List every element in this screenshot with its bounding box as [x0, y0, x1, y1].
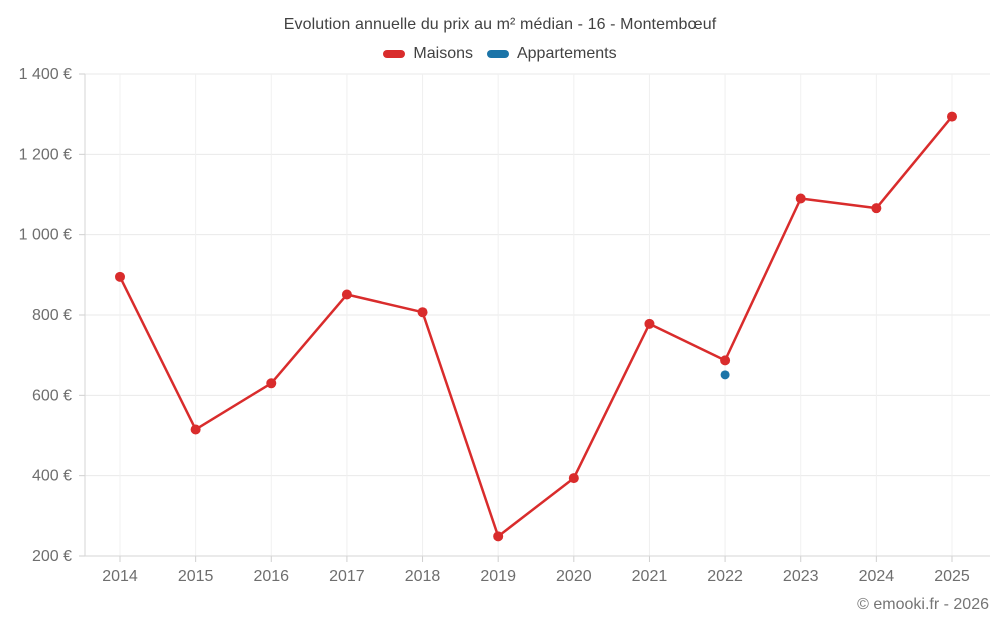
x-tick-label: 2023 — [783, 568, 819, 585]
x-tick-label: 2021 — [632, 568, 668, 585]
y-tick-label: 1 400 € — [19, 66, 72, 83]
legend-label-maisons: Maisons — [413, 45, 473, 62]
maisons-point[interactable] — [493, 531, 504, 542]
x-tick-label: 2022 — [707, 568, 743, 585]
legend-item-maisons[interactable]: Maisons — [383, 45, 473, 63]
x-tick-label: 2019 — [480, 568, 516, 585]
x-tick-label: 2018 — [405, 568, 441, 585]
footer-credit: © emooki.fr - 2026 — [857, 596, 989, 613]
x-tick-label: 2025 — [934, 568, 970, 585]
maisons-point[interactable] — [947, 111, 957, 122]
legend-item-appartements[interactable]: Appartements — [486, 45, 617, 63]
maisons-point[interactable] — [266, 378, 277, 389]
chart-title: Evolution annuelle du prix au m² médian … — [283, 16, 717, 33]
maisons-point[interactable] — [568, 473, 579, 484]
x-tick-label: 2014 — [102, 568, 138, 585]
x-tick-label: 2020 — [556, 568, 592, 585]
x-tick-label: 2024 — [859, 568, 895, 585]
maisons-point[interactable] — [871, 203, 882, 214]
x-tick-label: 2017 — [329, 568, 365, 585]
y-tick-label: 1 000 € — [19, 227, 72, 244]
maisons-point[interactable] — [644, 318, 655, 329]
y-tick-label: 800 € — [32, 307, 72, 324]
y-tick-label: 200 € — [32, 548, 72, 565]
legend: Maisons Appartements — [0, 45, 1000, 63]
y-tick-label: 400 € — [32, 468, 72, 485]
maisons-point[interactable] — [720, 355, 731, 366]
legend-label-appartements: Appartements — [516, 45, 617, 62]
maisons-point[interactable] — [190, 424, 201, 435]
appartements-point[interactable] — [720, 370, 730, 380]
maisons-point[interactable] — [341, 289, 352, 300]
maisons-point[interactable] — [115, 271, 125, 282]
maisons-line — [118, 115, 954, 538]
appartements-swatch-icon — [486, 50, 509, 58]
maisons-swatch-icon — [383, 50, 406, 58]
maisons-point[interactable] — [417, 307, 428, 318]
x-tick-label: 2016 — [253, 568, 289, 585]
maisons-point[interactable] — [795, 193, 806, 204]
y-tick-label: 600 € — [32, 387, 72, 404]
y-tick-label: 1 200 € — [19, 146, 72, 163]
x-tick-label: 2015 — [178, 568, 214, 585]
